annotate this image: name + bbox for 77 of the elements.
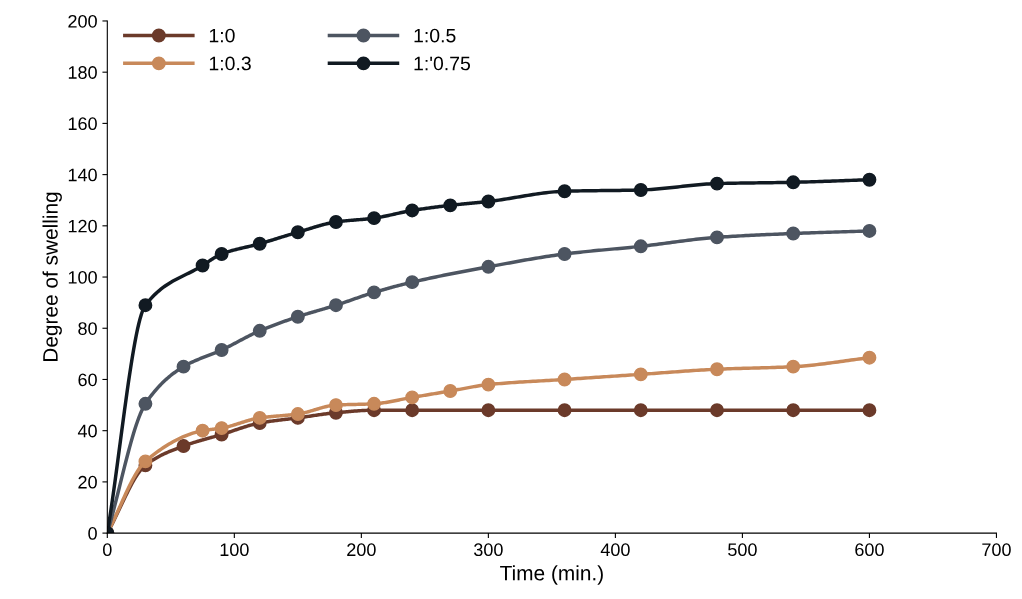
point <box>405 203 420 218</box>
x-tick-label: 700 <box>982 543 1011 557</box>
x-tick-label: 600 <box>855 543 884 557</box>
point <box>633 183 648 197</box>
x-tick-label: 500 <box>728 543 757 557</box>
point <box>138 298 153 313</box>
point <box>786 226 801 241</box>
point <box>290 225 305 240</box>
point <box>710 176 724 191</box>
y-tick-label: 160 <box>68 117 97 131</box>
point <box>367 211 381 226</box>
point <box>443 384 458 398</box>
point <box>443 198 458 213</box>
point <box>329 398 343 413</box>
y-tick-label: 60 <box>78 373 97 387</box>
y-tick-label: 40 <box>77 424 97 438</box>
point <box>557 247 572 261</box>
point <box>710 230 724 245</box>
point <box>252 323 267 338</box>
y-tick-label: 200 <box>68 14 97 28</box>
point <box>405 390 420 405</box>
point <box>862 223 877 238</box>
point <box>862 403 877 418</box>
point <box>786 175 801 190</box>
point <box>862 172 877 187</box>
y-tick-label: 180 <box>68 66 97 79</box>
point <box>557 403 572 418</box>
point <box>290 407 305 421</box>
point <box>367 396 381 411</box>
point <box>252 236 267 251</box>
point <box>214 247 229 261</box>
legend-label: 1:0.3 <box>209 56 251 71</box>
legend-label: 1:0.5 <box>414 28 456 43</box>
point <box>786 403 801 418</box>
point <box>195 423 210 438</box>
y-tick-label: 20 <box>78 475 97 489</box>
legend-label: 1:0 <box>209 28 235 43</box>
x-tick-label: 0 <box>103 543 112 557</box>
point <box>786 359 801 374</box>
point <box>481 377 496 392</box>
point <box>176 359 191 374</box>
point <box>214 343 229 357</box>
x-tick-label: 100 <box>220 543 249 557</box>
point <box>252 410 267 425</box>
point <box>557 184 572 199</box>
point <box>290 309 305 324</box>
y-tick-label: 80 <box>78 322 97 335</box>
legend-label: 1:'0.75 <box>414 56 471 71</box>
point <box>367 285 381 300</box>
point <box>481 194 496 209</box>
point <box>405 403 420 418</box>
x-tick-label: 200 <box>347 543 376 557</box>
point <box>138 454 153 469</box>
point <box>481 403 496 418</box>
y-tick-label: 120 <box>68 219 97 233</box>
point <box>329 215 343 229</box>
point <box>214 421 229 436</box>
y-tick-label: 140 <box>68 168 97 182</box>
x-tick-label: 400 <box>600 543 630 557</box>
point <box>557 372 572 387</box>
x-axis-title: Time (min.) <box>500 565 603 585</box>
point <box>329 298 343 313</box>
point <box>633 239 648 254</box>
y-axis-title: Degree of swelling <box>42 192 62 362</box>
point <box>176 439 191 453</box>
point <box>138 396 153 411</box>
x-tick-label: 300 <box>474 543 503 557</box>
point <box>633 367 648 382</box>
point <box>862 350 877 365</box>
point <box>710 362 724 377</box>
point <box>405 275 420 290</box>
y-tick-label: 100 <box>68 270 97 284</box>
point <box>195 258 210 273</box>
y-tick-label: 0 <box>88 527 97 540</box>
point <box>481 259 496 274</box>
point <box>633 403 648 418</box>
point <box>710 403 724 418</box>
